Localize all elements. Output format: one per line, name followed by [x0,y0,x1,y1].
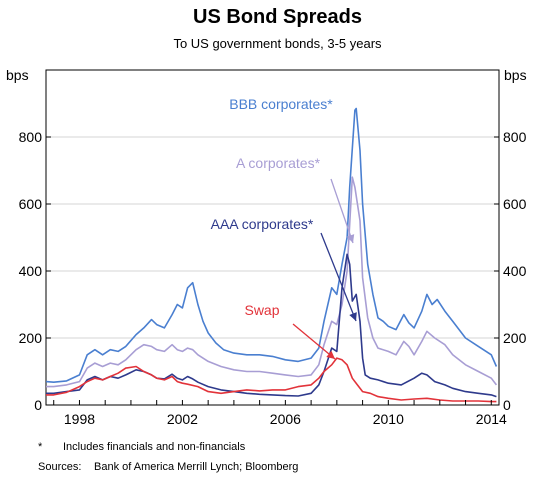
chart-subtitle: To US government bonds, 3-5 years [173,36,382,51]
y-tick-label-left-400: 400 [19,263,43,279]
annotation-arrow-3 [292,323,336,360]
plot-frame [45,69,500,406]
y-axis-label-right: bps [504,67,527,83]
y-tick-label-right-400: 400 [503,263,527,279]
annotation-label-3: Swap [244,302,279,318]
annotation-label-2: AAA corporates* [211,216,314,232]
y-tick-label-right-600: 600 [503,196,527,212]
x-tick-label-1998: 1998 [64,411,95,427]
y-tick-label-right-800: 800 [503,129,527,145]
annotation-label-0: BBB corporates* [229,96,333,112]
annotation-arrowhead-2 [349,312,357,321]
y-tick-label-left-800: 800 [19,129,43,145]
annotation-arrow-2 [320,232,357,322]
series-line-3 [46,357,497,403]
footnote-text: Includes financials and non-financials [63,441,246,453]
footnote-marker: * [38,441,43,453]
sources-label: Sources: [38,461,82,473]
x-tick-label-2002: 2002 [167,411,198,427]
annotation-label-1: A corporates* [236,155,321,171]
series-line-0 [45,107,498,383]
sources: Sources: Bank of America Merrill Lynch; B… [38,461,298,473]
sources-text: Bank of America Merrill Lynch; Bloomberg [94,461,299,473]
y-axis-label-left: bps [6,67,29,83]
annotation-arrowhead-1 [346,234,355,243]
series-line-1 [46,176,498,388]
y-tick-label-left-0: 0 [34,397,42,413]
series-line-2 [46,253,497,398]
y-tick-label-right-200: 200 [503,330,527,346]
annotation-group: BBB corporates* A corporates* AAA corporat… [211,96,357,360]
x-tick-label-2006: 2006 [270,411,301,427]
y-tick-label-left-600: 600 [19,196,43,212]
y-tick-label-left-200: 200 [19,330,43,346]
annotation-arrowhead-3 [326,350,335,359]
y-tick-label-right-0: 0 [503,397,511,413]
x-tick-label-2010: 2010 [373,411,404,427]
series-group [45,107,498,403]
axis-ticks: 0 0 200 200 400 400 600 600 800 800 1998 2002 2006 20… [19,129,527,427]
chart-title: US Bond Spreads [193,6,362,28]
annotation-arrow-1 [330,178,354,244]
x-tick-label-2014: 2014 [476,411,507,427]
footnote: * Includes financials and non-financials [38,441,245,453]
